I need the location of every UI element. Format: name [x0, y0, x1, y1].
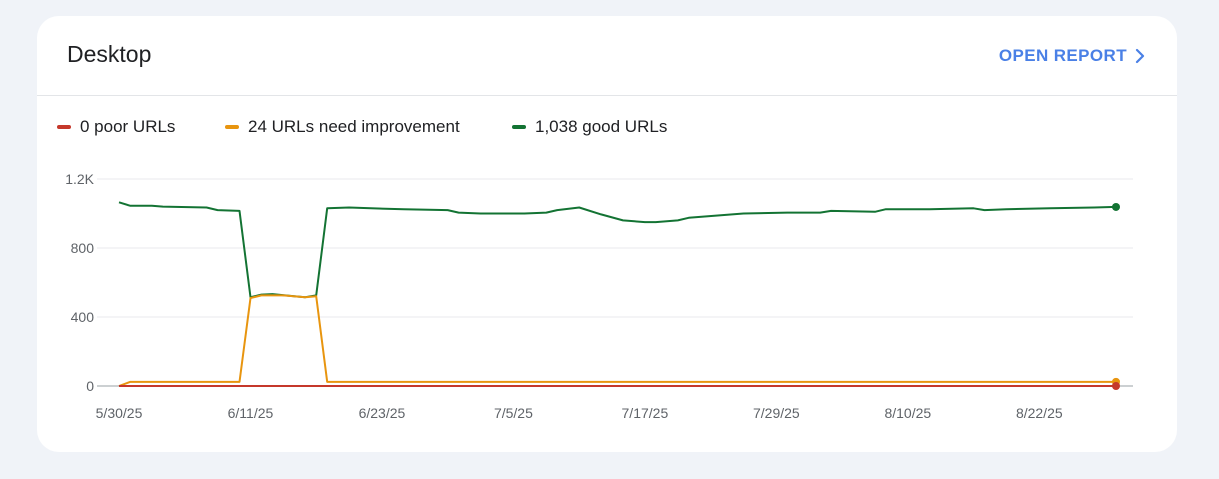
- legend-swatch-good: [512, 125, 526, 129]
- series-end-point-good: [1112, 202, 1120, 211]
- series-end-point-poor: [1112, 382, 1120, 390]
- x-tick-label: 8/22/25: [1016, 405, 1063, 421]
- legend-item-needs-improvement[interactable]: 24 URLs need improvement: [225, 117, 512, 137]
- legend-item-poor[interactable]: 0 poor URLs: [57, 117, 225, 137]
- y-tick-label: 800: [71, 240, 95, 256]
- legend-item-good[interactable]: 1,038 good URLs: [512, 117, 667, 137]
- x-tick-label: 6/23/25: [359, 405, 406, 421]
- chart-legend: 0 poor URLs 24 URLs need improvement 1,0…: [57, 116, 667, 138]
- x-tick-label: 7/17/25: [622, 405, 669, 421]
- legend-label-good: 1,038 good URLs: [535, 117, 668, 136]
- series-line-good: [118, 201, 1117, 299]
- open-report-button[interactable]: OPEN REPORT: [999, 46, 1145, 66]
- x-tick-label: 7/29/25: [753, 405, 800, 421]
- x-tick-label: 6/11/25: [228, 405, 274, 421]
- open-report-label: OPEN REPORT: [998, 46, 1127, 65]
- x-tick-label: 7/5/25: [494, 405, 533, 421]
- x-tick-label: 5/30/25: [96, 405, 143, 421]
- legend-label-poor: 0 poor URLs: [80, 117, 176, 136]
- series-line-needs-improvement: [118, 294, 1116, 387]
- legend-swatch-needs-improvement: [225, 125, 239, 129]
- y-tick-label: 0: [86, 378, 94, 394]
- chevron-right-icon: [1135, 48, 1145, 64]
- card-header: Desktop OPEN REPORT: [37, 16, 1177, 96]
- y-tick-label: 1.2K: [65, 171, 94, 187]
- x-tick-label: 8/10/25: [884, 405, 931, 421]
- legend-label-needs-improvement: 24 URLs need improvement: [248, 117, 460, 136]
- legend-swatch-poor: [57, 125, 71, 129]
- desktop-report-card: Desktop OPEN REPORT 0 poor URLs 24 URLs …: [37, 16, 1177, 452]
- line-chart: 0 400 800 1.2K 5/30/25 6/11/25 6/23/25 7/5/25 7/…: [65, 171, 1133, 421]
- card-title: Desktop: [67, 41, 152, 67]
- y-tick-label: 400: [71, 309, 95, 325]
